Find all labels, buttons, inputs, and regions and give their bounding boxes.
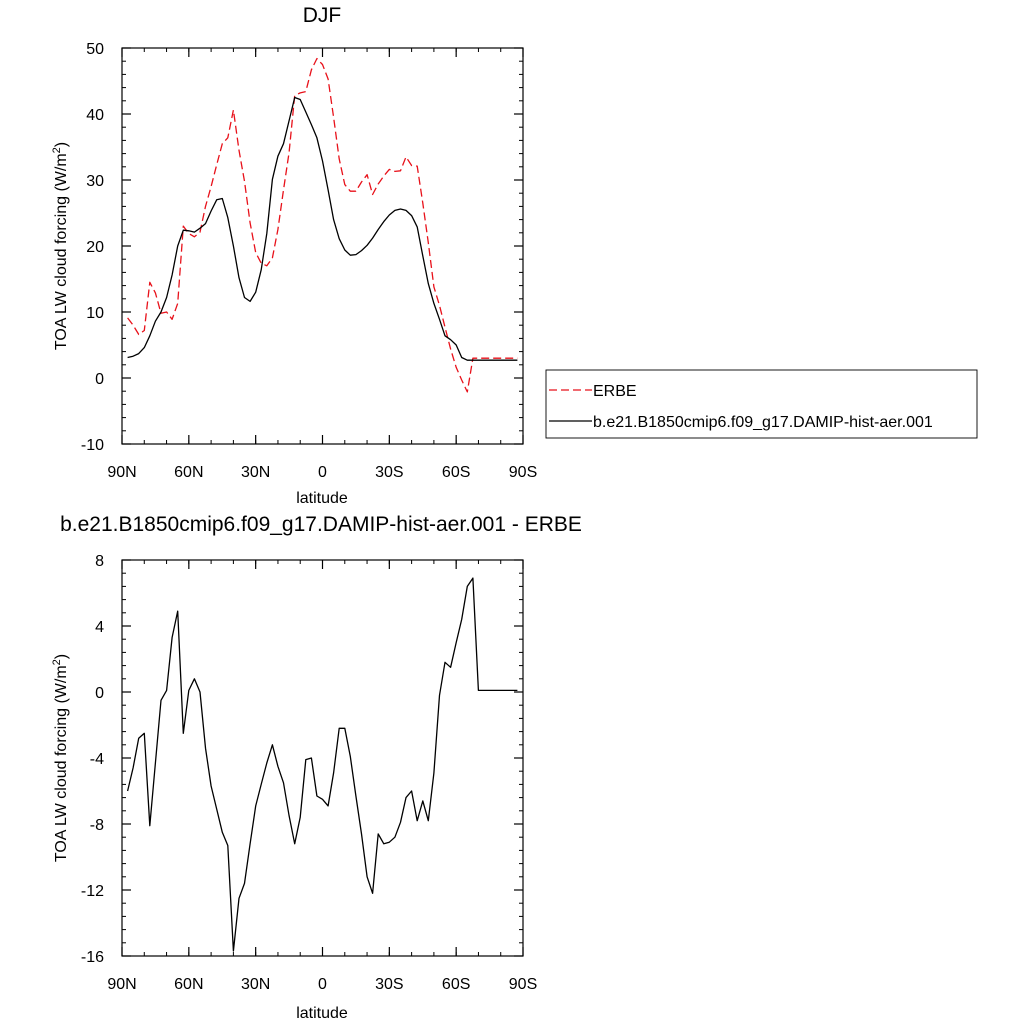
top-y-tick-label: 50	[86, 41, 104, 58]
top-x-tick-label: 90N	[107, 464, 136, 481]
bottom-y-axis-label: TOA LW cloud forcing (W/m2)	[51, 654, 70, 862]
bottom-x-tick-label: 90S	[509, 976, 537, 993]
bottom-chart-title: b.e21.B1850cmip6.f09_g17.DAMIP-hist-aer.…	[60, 513, 582, 536]
legend-box	[545, 369, 978, 439]
top-y-tick-label: 0	[95, 371, 104, 388]
top-x-axis-label: latitude	[296, 490, 348, 507]
legend: ERBE b.e21.B1850cmip6.f09_g17.DAMIP-hist…	[545, 369, 978, 439]
bottom-plot-area	[126, 577, 518, 952]
top-x-tick-label: 30S	[375, 464, 403, 481]
top-x-tick-label: 60S	[442, 464, 470, 481]
top-y-axis: 50 40 30 20 10 0 -10	[81, 41, 523, 454]
top-y-tick-label: 30	[86, 173, 104, 190]
bottom-x-tick-label: 60N	[174, 976, 203, 993]
top-y-tick-label: 20	[86, 239, 104, 256]
top-y-tick-label: 10	[86, 305, 104, 322]
bottom-x-tick-label: 30N	[241, 976, 270, 993]
top-y-axis-label: TOA LW cloud forcing (W/m2)	[51, 142, 70, 350]
top-y-tick-label: 40	[86, 107, 104, 124]
top-y-tick-label: -10	[81, 437, 104, 454]
top-x-tick-label: 0	[318, 464, 327, 481]
bottom-plot-frame	[121, 559, 524, 957]
bottom-panel: b.e21.B1850cmip6.f09_g17.DAMIP-hist-aer.…	[51, 513, 582, 1022]
legend-label-model: b.e21.B1850cmip6.f09_g17.DAMIP-hist-aer.…	[593, 414, 933, 431]
top-x-tick-label: 60N	[174, 464, 203, 481]
legend-label-erbe: ERBE	[593, 383, 637, 400]
bottom-y-axis: 8 4 0 -4 -8 -12 -16	[81, 553, 523, 966]
top-chart-title: DJF	[303, 4, 342, 27]
bottom-y-tick-label: -12	[81, 883, 104, 900]
bottom-y-tick-label: 0	[95, 685, 104, 702]
top-x-tick-label: 90S	[509, 464, 537, 481]
top-series-line-0	[127, 57, 518, 393]
top-x-tick-label: 30N	[241, 464, 270, 481]
bottom-x-axis-label: latitude	[296, 1005, 348, 1022]
bottom-x-tick-label: 60S	[442, 976, 470, 993]
bottom-y-tick-label: 8	[95, 553, 104, 570]
bottom-x-tick-label: 0	[318, 976, 327, 993]
top-plot-area	[127, 57, 518, 393]
bottom-y-tick-label: -4	[90, 751, 104, 768]
bottom-y-tick-label: 4	[95, 619, 104, 636]
top-series-line-1	[127, 96, 518, 361]
bottom-x-tick-label: 30S	[375, 976, 403, 993]
bottom-series-line-0	[126, 577, 518, 952]
bottom-y-tick-label: -8	[90, 817, 104, 834]
bottom-x-axis: 90N 60N 30N 0 30S 60S 90S	[107, 560, 537, 993]
bottom-y-tick-label: -16	[81, 949, 104, 966]
top-panel: DJF 50 40 30 20 10 0 -10 90N 60N 30N 0 30S 60S 90S l…	[51, 4, 537, 507]
top-x-axis: 90N 60N 30N 0 30S 60S 90S	[107, 48, 537, 481]
bottom-x-tick-label: 90N	[107, 976, 136, 993]
